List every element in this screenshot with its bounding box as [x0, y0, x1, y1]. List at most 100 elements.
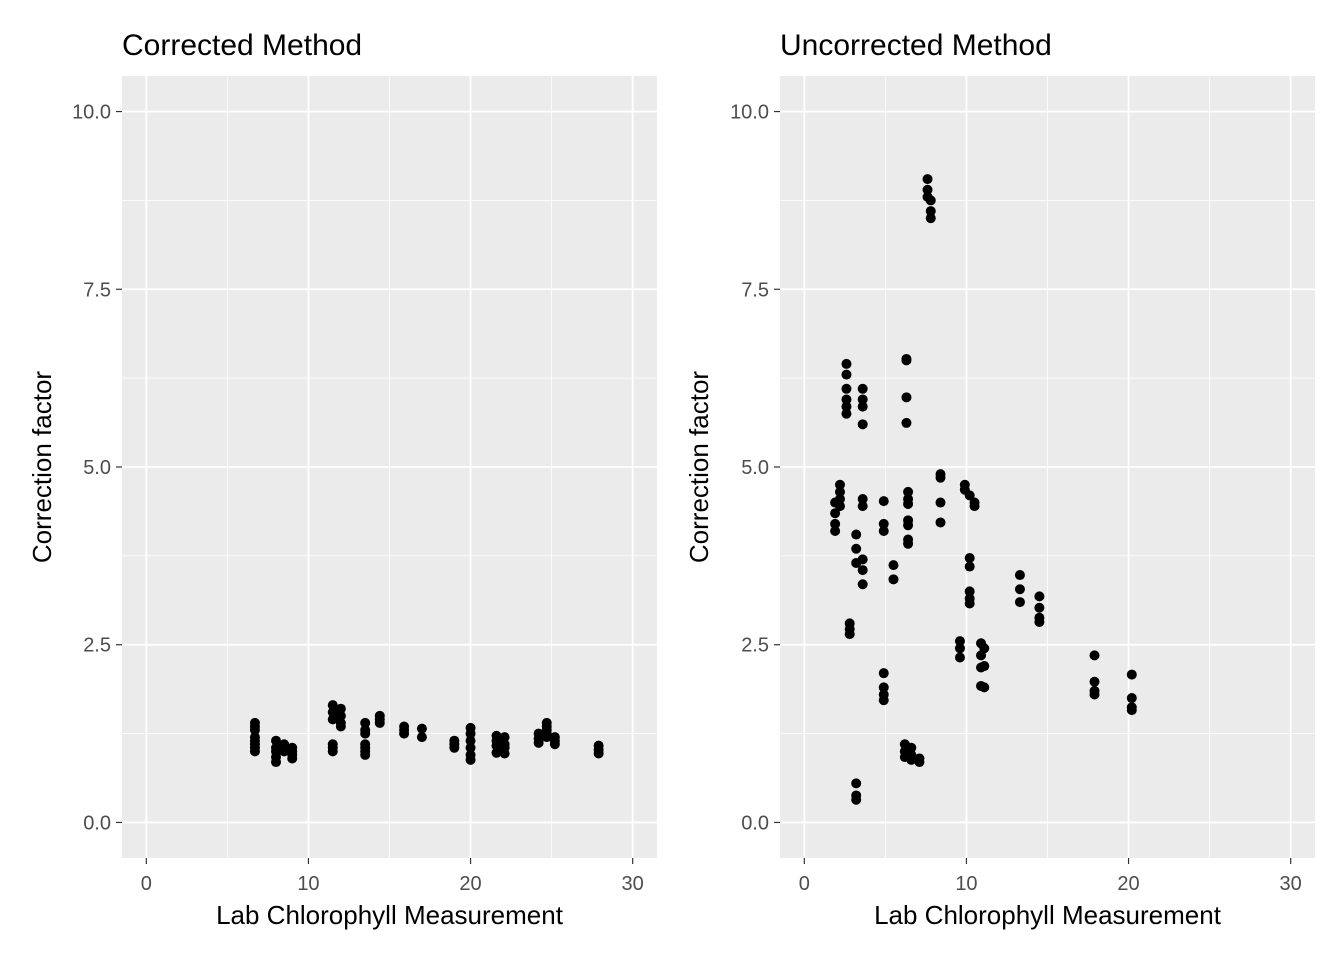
y-tick-label: 2.5: [741, 635, 769, 657]
data-point: [903, 520, 914, 531]
y-axis-ticks: 0.0 2.5 5.0 7.5 10.0: [72, 102, 122, 834]
data-point: [1014, 597, 1025, 608]
data-point: [857, 554, 868, 565]
data-point: [841, 369, 852, 380]
data-point: [830, 518, 841, 529]
data-point: [841, 394, 852, 405]
data-point: [878, 682, 889, 693]
data-point: [841, 383, 852, 394]
data-point: [1014, 570, 1025, 581]
data-point: [857, 579, 868, 590]
data-point: [851, 778, 862, 789]
data-point: [271, 757, 282, 768]
data-point: [925, 206, 936, 217]
data-point: [335, 710, 346, 721]
data-point: [830, 508, 841, 519]
data-point: [857, 565, 868, 576]
data-point: [399, 728, 410, 739]
data-point: [335, 721, 346, 732]
data-point: [906, 742, 917, 753]
data-point: [360, 728, 371, 739]
data-point: [249, 725, 260, 736]
data-points: [249, 700, 604, 768]
grid-lines: [122, 76, 657, 858]
y-tick-label: 0.0: [83, 812, 111, 834]
y-axis-title: Correction factor: [27, 371, 57, 564]
data-point: [844, 629, 855, 640]
data-point: [935, 517, 946, 528]
data-point: [491, 740, 502, 751]
data-point: [499, 748, 510, 759]
data-point: [1089, 650, 1100, 661]
x-tick-label: 0: [141, 873, 152, 895]
data-point: [925, 213, 936, 224]
panel-title: Corrected Method: [122, 29, 362, 62]
data-point: [1089, 689, 1100, 700]
data-point: [888, 574, 899, 585]
data-point: [901, 392, 912, 403]
x-tick-label: 10: [297, 873, 319, 895]
data-point: [287, 753, 298, 764]
data-point: [374, 717, 385, 728]
data-point: [327, 700, 338, 711]
panel-title: Uncorrected Method: [780, 29, 1052, 62]
data-point: [533, 737, 544, 748]
data-point: [1126, 669, 1137, 680]
data-point: [922, 184, 933, 195]
data-point: [878, 695, 889, 706]
data-point: [327, 707, 338, 718]
data-point: [857, 383, 868, 394]
data-point: [1034, 616, 1045, 627]
data-point: [1126, 705, 1137, 716]
data-point: [834, 501, 845, 512]
data-point: [279, 746, 290, 757]
data-point: [857, 394, 868, 405]
data-points: [830, 174, 1137, 805]
x-axis-ticks: 0 10 20 30: [141, 858, 644, 895]
data-point: [878, 496, 889, 507]
data-point: [465, 735, 476, 746]
data-point: [954, 643, 965, 654]
data-point: [841, 401, 852, 412]
data-point: [979, 661, 990, 672]
data-point: [1034, 602, 1045, 613]
x-axis-title: Lab Chlorophyll Measurement: [216, 900, 564, 930]
grid-lines: [780, 76, 1315, 858]
x-axis-title: Lab Chlorophyll Measurement: [874, 900, 1222, 930]
panel-uncorrected: Uncorrected Method 0 10 20 30 0.0 2.5 5.0 7.5 1…: [684, 29, 1315, 930]
y-tick-label: 10.0: [72, 102, 111, 124]
x-tick-label: 30: [622, 873, 644, 895]
y-axis-title: Correction factor: [684, 371, 714, 564]
data-point: [935, 497, 946, 508]
data-point: [335, 703, 346, 714]
x-tick-label: 20: [1117, 873, 1139, 895]
data-point: [964, 490, 975, 501]
data-point: [969, 501, 980, 512]
data-point: [593, 748, 604, 759]
data-point: [851, 543, 862, 554]
data-point: [541, 732, 552, 743]
data-point: [914, 757, 925, 768]
data-point: [830, 525, 841, 536]
data-point: [360, 749, 371, 760]
y-tick-label: 7.5: [741, 279, 769, 301]
data-point: [954, 636, 965, 647]
y-tick-label: 2.5: [83, 635, 111, 657]
data-point: [851, 794, 862, 805]
data-point: [954, 652, 965, 663]
data-point: [878, 518, 889, 529]
x-axis-ticks: 0 10 20 30: [799, 858, 1302, 895]
data-point: [878, 668, 889, 679]
data-point: [857, 401, 868, 412]
data-point: [903, 486, 914, 497]
data-point: [906, 754, 917, 765]
data-point: [499, 732, 510, 743]
x-tick-label: 0: [799, 873, 810, 895]
data-point: [1089, 676, 1100, 687]
data-point: [888, 560, 899, 571]
data-point: [903, 538, 914, 549]
data-point: [857, 493, 868, 504]
data-point: [857, 501, 868, 512]
data-point: [857, 419, 868, 430]
data-point: [901, 355, 912, 366]
